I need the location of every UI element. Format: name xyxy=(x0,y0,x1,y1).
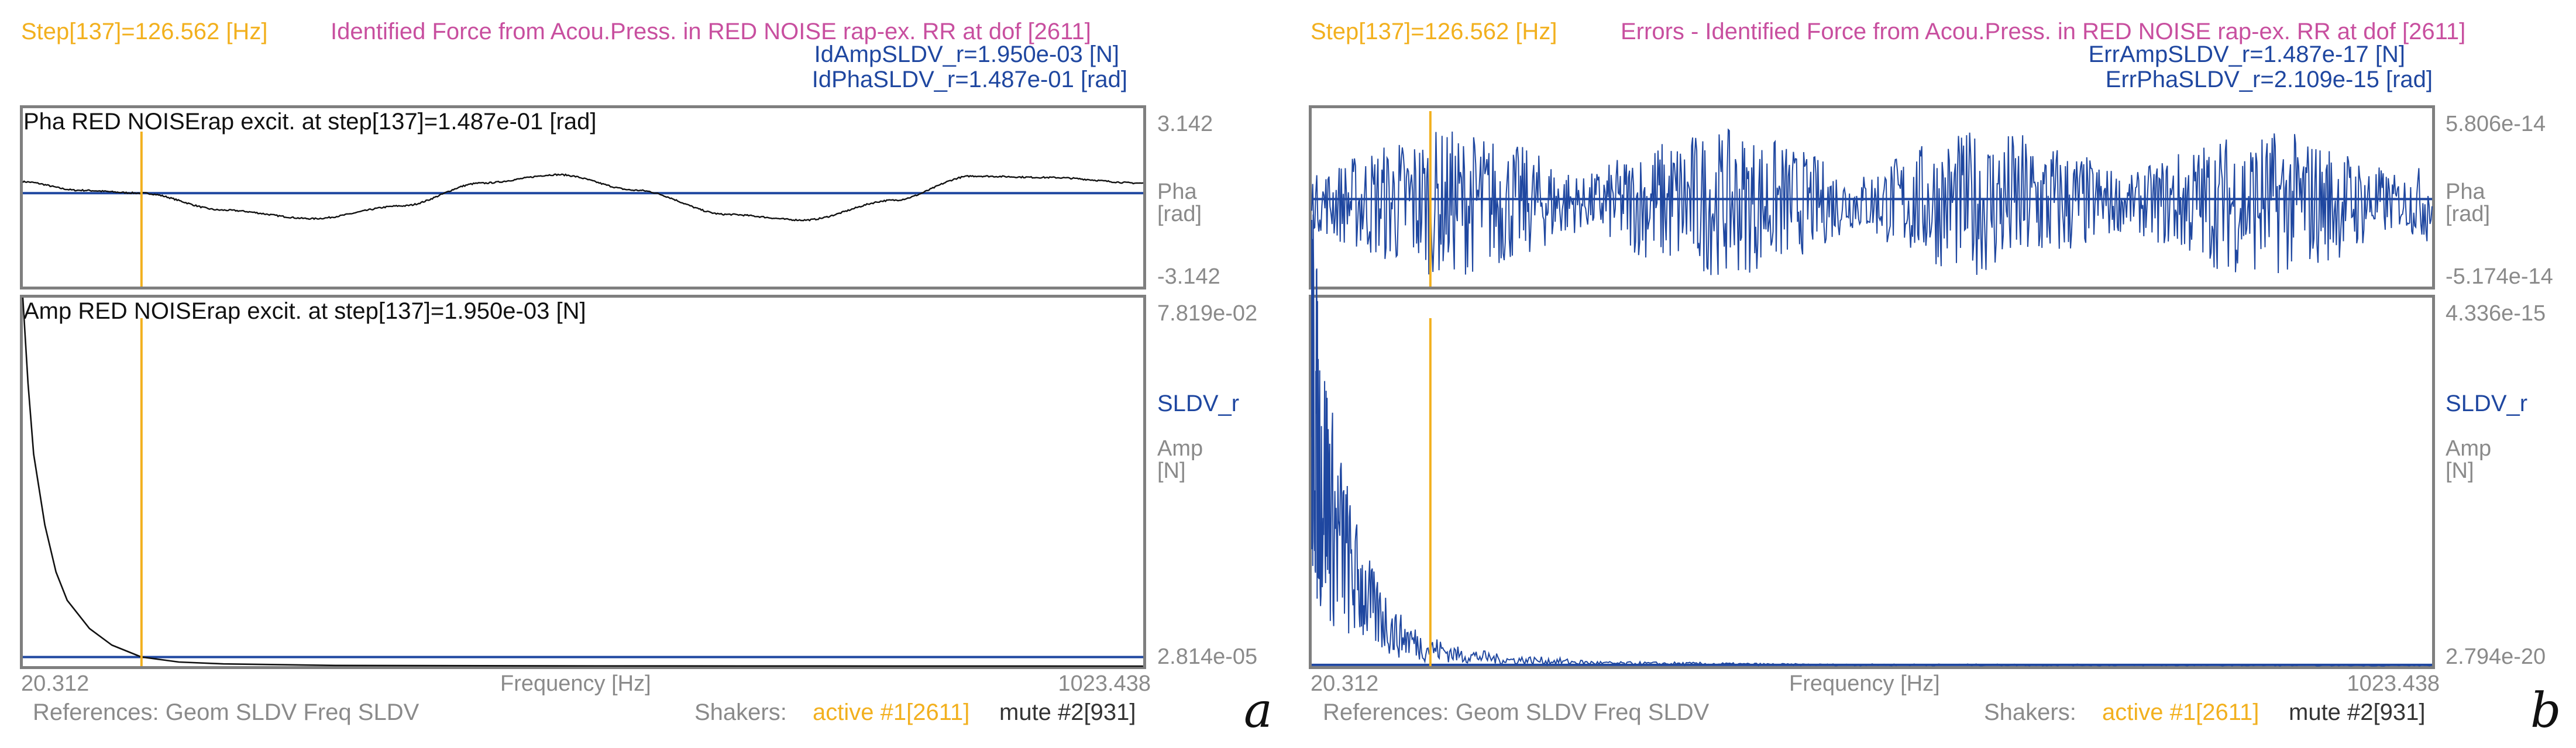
x-axis-label: Frequency [Hz] xyxy=(500,671,651,696)
shaker-mute: mute #2[931] xyxy=(999,699,1136,725)
panel-tag: b xyxy=(2530,683,2561,739)
phase-unit-bracket: [rad] xyxy=(1157,202,1202,226)
phase-caption: Pha RED NOISErap excit. at step[137]=1.4… xyxy=(23,109,597,135)
phase-plot-frame xyxy=(20,105,1146,289)
amplitude-trace xyxy=(22,297,1143,667)
amplitude-unit-label: Amp xyxy=(2446,436,2492,461)
phase-ymin: -5.174e-14 xyxy=(2446,264,2553,289)
x-axis-max: 1023.438 xyxy=(1058,671,1151,696)
amplitude-plot-frame xyxy=(20,295,1146,669)
step-label: Step[137]=126.562 [Hz] xyxy=(1311,19,1557,44)
amplitude-series-label: SLDV_r xyxy=(1157,391,1240,416)
phase-ymax: 3.142 xyxy=(1157,112,1213,136)
chart-title: Errors - Identified Force from Acou.Pres… xyxy=(1621,19,2466,44)
amplitude-caption: Amp RED NOISErap excit. at step[137]=1.9… xyxy=(23,298,586,324)
amplitude-plot-frame xyxy=(1309,295,2435,669)
phase-trace xyxy=(22,173,1144,222)
x-axis-label: Frequency [Hz] xyxy=(1789,671,1940,696)
amplitude-unit-label: Amp xyxy=(1157,436,1203,461)
references-text: References: Geom SLDV Freq SLDV xyxy=(33,699,419,725)
shakers-label: Shakers: xyxy=(1984,699,2076,725)
panel-tag: a xyxy=(1244,683,1272,739)
x-axis-min: 20.312 xyxy=(21,671,90,696)
x-axis-max: 1023.438 xyxy=(2347,671,2440,696)
legend-pha: ErrPhaSLDV_r=2.109e-15 [rad] xyxy=(2105,67,2433,92)
legend-amp: IdAmpSLDV_r=1.950e-03 [N] xyxy=(814,42,1119,67)
references-text: References: Geom SLDV Freq SLDV xyxy=(1323,699,1710,725)
amplitude-ymin: 2.794e-20 xyxy=(2446,644,2546,669)
amplitude-ymax: 7.819e-02 xyxy=(1157,301,1258,326)
legend-pha: IdPhaSLDV_r=1.487e-01 [rad] xyxy=(811,67,1127,92)
step-label: Step[137]=126.562 [Hz] xyxy=(21,19,268,44)
x-axis-min: 20.312 xyxy=(1311,671,1379,696)
phase-ymin: -3.142 xyxy=(1157,264,1220,289)
amplitude-ymax: 4.336e-15 xyxy=(2446,301,2546,326)
shaker-active: active #1[2611] xyxy=(813,699,970,725)
amplitude-series-label: SLDV_r xyxy=(2446,391,2528,416)
shakers-label: Shakers: xyxy=(694,699,787,725)
phase-unit-label: Pha xyxy=(2446,180,2485,204)
amplitude-unit-bracket: [N] xyxy=(2446,459,2474,483)
shaker-mute: mute #2[931] xyxy=(2289,699,2426,725)
legend-amp: ErrAmpSLDV_r=1.487e-17 [N] xyxy=(2088,42,2405,67)
shaker-active: active #1[2611] xyxy=(2102,699,2259,725)
error-phase-trace xyxy=(1311,128,2433,275)
amplitude-unit-bracket: [N] xyxy=(1157,459,1186,483)
amplitude-ymin: 2.814e-05 xyxy=(1157,644,1258,669)
chart-title: Identified Force from Acou.Press. in RED… xyxy=(331,19,1091,44)
phase-unit-bracket: [rad] xyxy=(2446,202,2491,226)
phase-unit-label: Pha xyxy=(1157,180,1197,204)
phase-ymax: 5.806e-14 xyxy=(2446,112,2546,136)
error-amplitude-trace xyxy=(1311,214,2433,667)
